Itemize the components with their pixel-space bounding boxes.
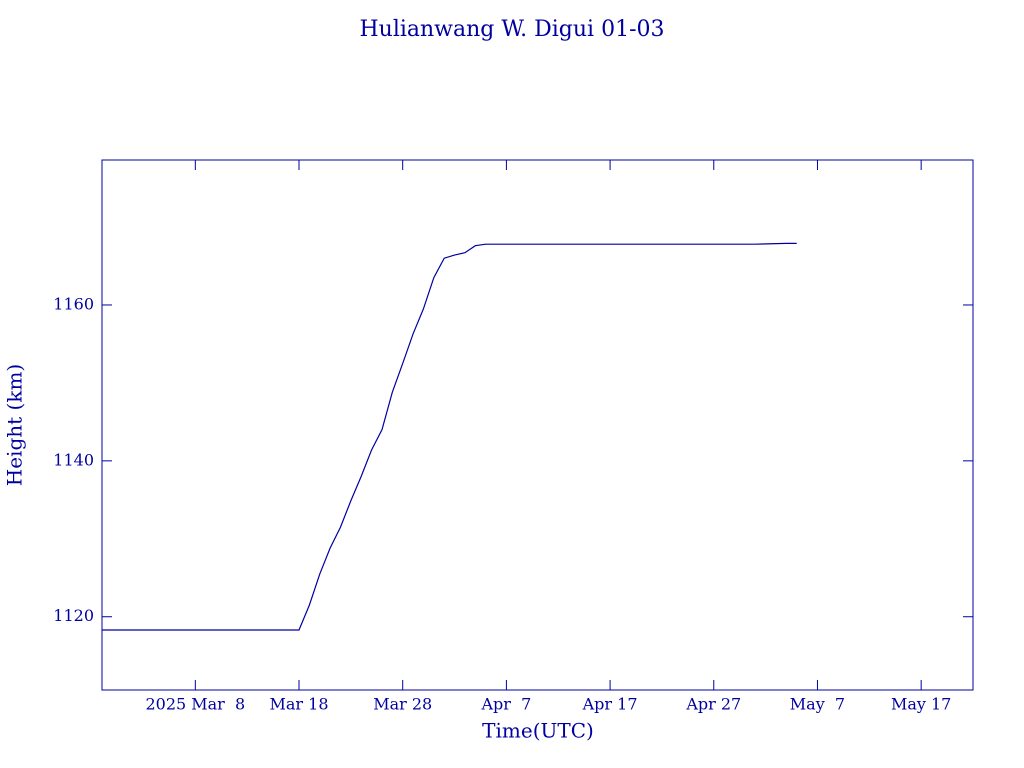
x-tick-label: Apr 27 [685,695,741,714]
x-tick-label: Mar 18 [270,695,329,714]
x-tick-label: Apr 7 [480,695,531,714]
y-tick-label: 1160 [53,294,94,313]
y-tick-label: 1140 [53,450,94,469]
data-line [102,242,797,631]
x-tick-label: 2025 Mar 8 [145,695,245,714]
plot-frame [101,159,974,691]
x-tick-label: Mar 28 [373,695,432,714]
x-tick-label: May 17 [891,695,951,714]
chart-title: Hulianwang W. Digui 01-03 [359,17,664,42]
y-axis-label: Height (km) [3,364,27,486]
y-tick-label: 1120 [53,606,94,625]
x-tick-label: Apr 17 [582,695,638,714]
x-axis-label: Time(UTC) [482,719,594,743]
x-tick-label: May 7 [790,695,845,714]
